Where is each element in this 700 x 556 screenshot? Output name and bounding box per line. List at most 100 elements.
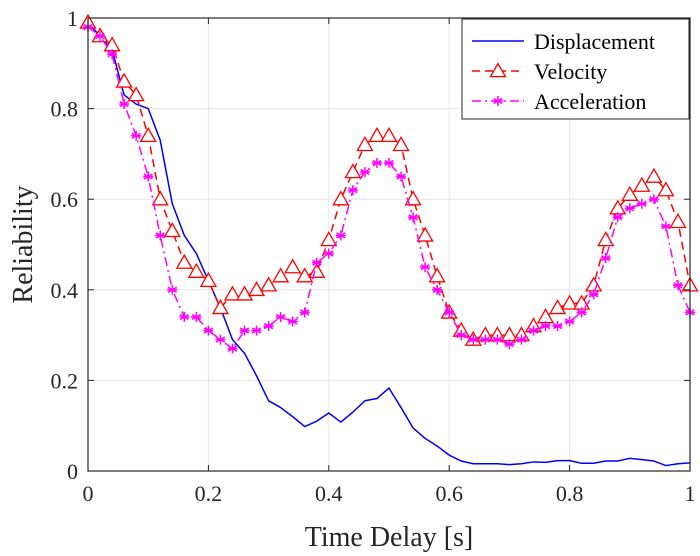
data-point-velocity — [633, 176, 651, 192]
data-point-acceleration — [131, 130, 142, 141]
series-velocity — [79, 13, 699, 346]
data-point-velocity — [199, 271, 218, 288]
data-point-acceleration — [299, 307, 310, 318]
y-axis-label: Reliability — [8, 185, 39, 303]
legend-marker — [493, 96, 503, 106]
data-point-velocity — [380, 126, 398, 143]
data-point-acceleration — [528, 325, 539, 336]
data-point-velocity — [223, 285, 242, 301]
data-point-acceleration — [420, 262, 431, 273]
data-point-acceleration — [492, 334, 503, 345]
data-point-velocity — [669, 213, 687, 229]
data-point-velocity — [356, 136, 374, 152]
data-point-velocity — [657, 181, 675, 197]
legend-marker — [489, 62, 507, 78]
data-point-acceleration — [564, 316, 575, 327]
legend-item-displacement: Displacement — [472, 29, 655, 54]
data-point-velocity — [621, 185, 639, 201]
x-tick-label: 0.6 — [435, 481, 463, 506]
data-point-velocity — [235, 285, 254, 301]
data-point-acceleration — [648, 194, 659, 205]
data-point-velocity — [187, 262, 205, 278]
data-point-acceleration — [636, 198, 647, 209]
data-point-velocity — [548, 299, 567, 315]
series-line-displacement — [87, 22, 691, 467]
y-tick-label: 0.8 — [51, 97, 79, 122]
y-tick-label: 1 — [67, 6, 78, 31]
legend-label: Displacement — [534, 29, 655, 54]
data-point-acceleration — [456, 330, 467, 341]
data-point-velocity — [272, 267, 290, 283]
data-point-acceleration — [444, 307, 455, 318]
data-point-acceleration — [119, 99, 130, 110]
y-tick-label: 0 — [67, 459, 78, 484]
data-point-acceleration — [396, 171, 407, 182]
data-point-velocity — [139, 126, 157, 143]
x-tick-label: 1 — [685, 481, 696, 506]
data-point-acceleration — [408, 212, 419, 223]
data-point-velocity — [247, 280, 266, 297]
data-point-acceleration — [251, 325, 262, 336]
data-point-velocity — [211, 299, 230, 315]
y-tick-label: 0.2 — [51, 368, 79, 393]
tick-labels: 0 0.2 0.4 0.6 0.8 1 0 0.2 0.4 0.6 0.8 1 — [51, 6, 696, 506]
data-point-velocity — [560, 294, 579, 310]
data-point-acceleration — [504, 339, 515, 350]
data-point-velocity — [332, 190, 350, 206]
data-point-velocity — [416, 226, 434, 242]
x-tick-label: 0.4 — [315, 481, 343, 506]
data-point-acceleration — [552, 321, 563, 332]
data-point-acceleration — [191, 311, 202, 322]
x-tick-label: 0 — [83, 481, 94, 506]
series-layer — [79, 13, 699, 467]
data-point-velocity — [151, 190, 169, 206]
data-point-acceleration — [480, 334, 491, 345]
data-point-acceleration — [143, 171, 154, 182]
data-point-velocity — [645, 167, 663, 183]
data-point-acceleration — [384, 157, 394, 168]
legend-item-velocity: Velocity — [472, 59, 607, 84]
data-point-acceleration — [215, 334, 226, 345]
data-point-acceleration — [600, 253, 611, 264]
data-point-velocity — [308, 262, 326, 278]
data-point-velocity — [259, 276, 278, 292]
data-point-velocity — [404, 190, 422, 206]
data-point-velocity — [368, 126, 386, 143]
data-point-velocity — [115, 72, 133, 88]
series-displacement — [87, 22, 691, 467]
data-point-acceleration — [347, 185, 358, 196]
data-point-acceleration — [371, 157, 382, 168]
data-point-velocity — [392, 136, 410, 152]
x-tick-label: 0.8 — [556, 481, 584, 506]
legend: Displacement Velocity Acceleration — [461, 18, 690, 120]
data-point-acceleration — [311, 257, 322, 268]
data-point-acceleration — [95, 31, 106, 42]
data-point-acceleration — [179, 311, 190, 322]
data-point-acceleration — [588, 289, 599, 300]
data-point-velocity — [428, 267, 446, 283]
data-point-acceleration — [335, 230, 346, 241]
data-point-acceleration — [263, 321, 274, 332]
data-point-velocity — [320, 231, 338, 247]
data-point-acceleration — [167, 284, 178, 295]
plot-frame — [87, 17, 691, 472]
x-tick-label: 0.2 — [195, 481, 223, 506]
data-point-velocity — [344, 163, 362, 179]
data-point-acceleration — [239, 325, 250, 336]
data-point-velocity — [163, 222, 181, 238]
data-point-acceleration — [359, 167, 370, 178]
data-point-acceleration — [323, 248, 334, 259]
data-point-acceleration — [203, 325, 214, 336]
x-axis-label: Time Delay [s] — [305, 522, 474, 553]
data-point-acceleration — [227, 343, 238, 354]
data-point-acceleration — [468, 334, 479, 345]
data-point-acceleration — [540, 321, 551, 332]
data-point-velocity — [597, 231, 615, 247]
y-tick-label: 0.4 — [51, 278, 79, 303]
data-point-velocity — [127, 86, 145, 102]
data-point-velocity — [175, 253, 193, 269]
legend-label: Acceleration — [534, 89, 646, 114]
data-point-acceleration — [275, 311, 286, 322]
